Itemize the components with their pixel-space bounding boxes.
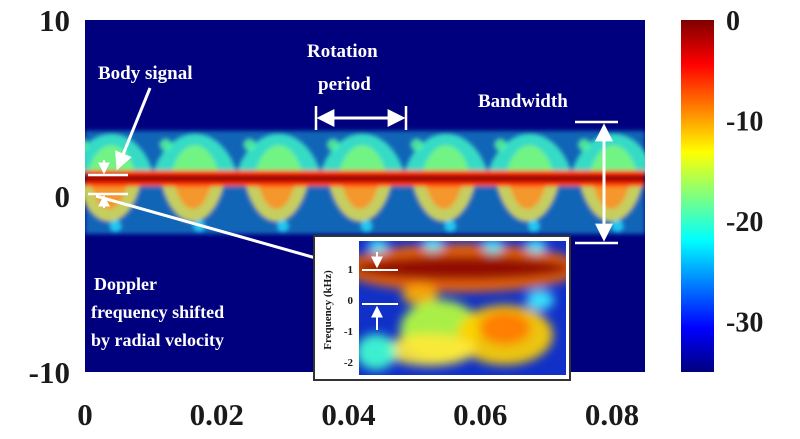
inset-intensity-blob: [526, 290, 554, 310]
lower-flare-core: [257, 182, 296, 210]
lower-flare-core: [341, 182, 380, 210]
lower-flare-core: [508, 182, 547, 210]
flare-dot: [109, 220, 122, 232]
y-tick-label: 0: [55, 179, 71, 214]
inset-intensity-blob: [368, 241, 388, 253]
colorbar-tick-label: -20: [726, 207, 763, 238]
lobe-dot: [662, 139, 674, 151]
inset-y-ticks: 1 0 -1 -2: [344, 264, 354, 369]
doppler-label-line1: Doppler: [94, 274, 157, 294]
inset-y-tick-label: 1: [348, 264, 354, 276]
x-tick-label: 0.06: [453, 397, 507, 432]
flare-dot: [527, 220, 540, 232]
inset-y-axis-label: Frequency (kHz): [322, 270, 334, 350]
flare-dot: [444, 220, 457, 232]
lower-flare-core: [425, 182, 463, 210]
doppler-pointer-line: [95, 194, 331, 264]
colorbar-tick-label: -30: [726, 308, 763, 339]
colorbar: 0 -10 -20 -30: [681, 6, 763, 372]
x-tick-label: 0.02: [190, 397, 244, 432]
colorbar-ticks: 0 -10 -20 -30: [726, 6, 763, 339]
annotations: Body signal Rotation period Bandwidth Do…: [88, 41, 618, 350]
colorbar-gradient: [681, 20, 714, 372]
colorbar-tick-label: -10: [726, 107, 763, 138]
x-tick-label: 0: [77, 397, 93, 432]
doppler-label-line3: by radial velocity: [91, 330, 224, 350]
x-tick-label: 0.08: [585, 397, 639, 432]
y-tick-label: -10: [29, 355, 70, 390]
inset-zoom: Frequency (kHz) 1 0 -1 -2: [313, 235, 571, 381]
body-signal-core: [85, 175, 645, 182]
inset-intensity-blob: [402, 285, 438, 305]
rotation-period-label-line2: period: [318, 74, 371, 95]
bandwidth-label: Bandwidth: [478, 91, 568, 112]
y-tick-label: 10: [39, 3, 70, 38]
inset-intensity-blob: [423, 241, 443, 251]
upper-lobe-core: [172, 145, 219, 171]
inset-intensity-blob: [483, 241, 503, 253]
upper-lobe-core: [506, 145, 553, 171]
inset-intensity-blob: [526, 241, 546, 253]
lobe-dot: [159, 138, 172, 151]
inset-intensity-blob: [359, 334, 396, 370]
body-signal-arrow: [115, 87, 152, 171]
body-signal-label: Body signal: [98, 63, 193, 84]
rotation-period-label-line1: Rotation: [307, 41, 378, 62]
inset-y-tick-label: -1: [344, 326, 353, 338]
lobe-dot: [243, 138, 256, 151]
y-axis-ticks: 10 0 -10: [29, 3, 70, 390]
lobe-dot: [410, 138, 423, 151]
inset-intensity-blob: [479, 311, 531, 345]
colorbar-tick-label: 0: [726, 6, 740, 37]
flare-dot: [360, 220, 373, 232]
spectrogram-plot: [85, 20, 674, 372]
x-tick-label: 0.04: [321, 397, 375, 432]
inset-intensity-blob: [385, 334, 475, 366]
micro-doppler-signature: [85, 130, 674, 234]
inset-intensity-blob: [359, 255, 566, 281]
lobe-dot: [578, 138, 591, 151]
lobe-dot: [327, 138, 340, 151]
flare-dot: [276, 220, 289, 232]
upper-lobe-core: [255, 145, 302, 171]
lobe-dot: [85, 139, 89, 151]
flare-dot: [611, 220, 624, 232]
upper-lobe-core: [423, 145, 470, 171]
inset-spectrogram: [359, 241, 566, 370]
lobe-dot: [494, 138, 507, 151]
inset-y-tick-label: 0: [348, 295, 354, 307]
lower-flare-core: [174, 182, 212, 210]
x-axis-ticks: 0 0.02 0.04 0.06 0.08: [77, 397, 639, 432]
upper-lobe-core: [339, 145, 386, 171]
inset-y-tick-label: -2: [344, 357, 354, 369]
doppler-label-line2: frequency shifted: [91, 302, 224, 322]
